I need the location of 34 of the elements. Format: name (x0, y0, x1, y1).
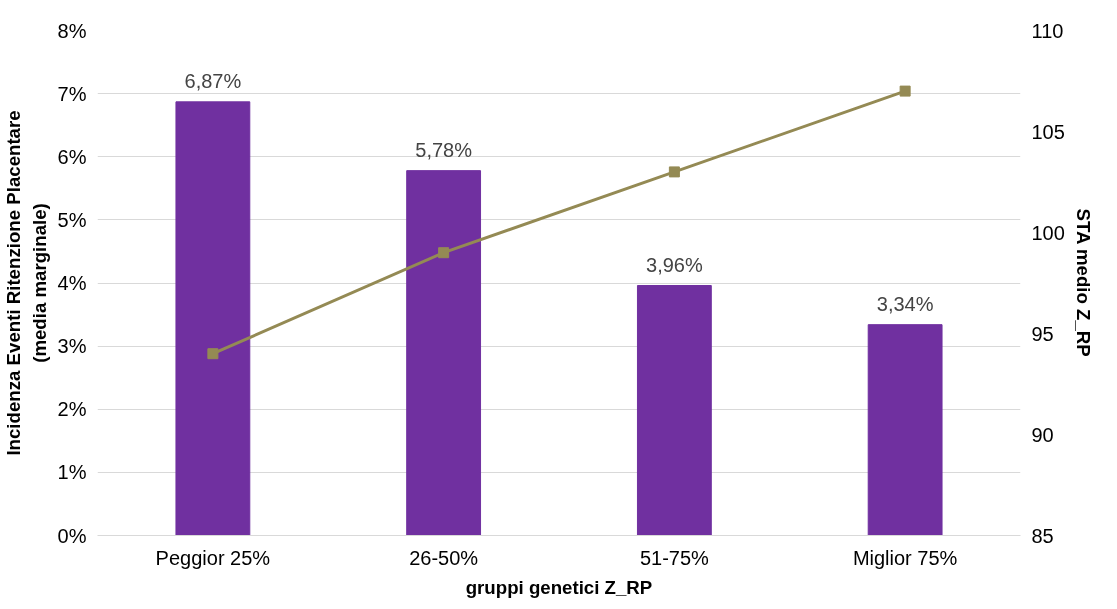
y-tick-label: 8% (57, 19, 87, 42)
y-tick-label: 1% (57, 461, 87, 484)
y2-axis-title: STA medio Z_RP (1072, 208, 1094, 357)
bar (867, 324, 943, 536)
point (438, 247, 450, 259)
y2-tick-label: 110 (1031, 19, 1064, 42)
x-axis-title: gruppi genetici Z_RP (465, 576, 653, 598)
bar (636, 285, 712, 536)
y-tick-label: 0% (57, 524, 87, 547)
bar (175, 101, 251, 536)
y-tick-label: 2% (57, 398, 87, 421)
y-axis-title: Incidenza Eventi Ritenzione Placentare (media marginale) (3, 110, 50, 456)
data-label: 6,87% (184, 69, 242, 92)
bar (406, 170, 482, 536)
y-tick-label: 6% (57, 145, 87, 168)
y2-tick-label: 95 (1031, 322, 1054, 345)
x-tick-label: Peggior 25% (155, 546, 271, 569)
y2-tick-label: 90 (1031, 423, 1054, 446)
point (207, 348, 219, 360)
x-tick-label: Miglior 75% (852, 546, 958, 569)
point (899, 85, 911, 97)
data-label: 3,34% (876, 292, 934, 315)
point (668, 166, 680, 178)
y2-tick-label: 100 (1031, 221, 1065, 244)
y-tick-label: 5% (57, 208, 87, 231)
x-tick-label: 51-75% (639, 546, 710, 569)
y2-tick-label: 105 (1031, 120, 1065, 143)
y-tick-label: 7% (57, 82, 87, 105)
y-tick-label: 3% (57, 335, 87, 358)
y-tick-label: 4% (57, 272, 87, 294)
data-label: 5,78% (415, 138, 473, 161)
data-label: 3,96% (646, 253, 703, 276)
y2-tick-label: 85 (1031, 524, 1054, 547)
x-tick-label: 26-50% (409, 546, 479, 569)
